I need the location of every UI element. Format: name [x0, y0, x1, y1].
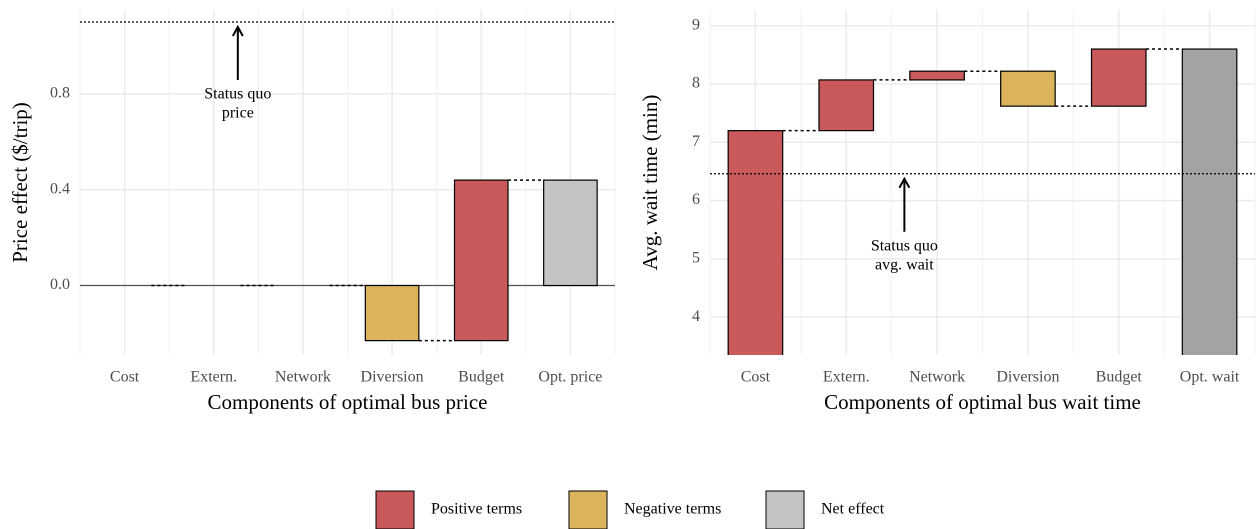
y-tick-label: 9	[692, 16, 700, 33]
x-tick-label: Extern.	[823, 369, 870, 386]
bar	[818, 79, 875, 132]
x-tick-label: Diversion	[996, 369, 1059, 386]
legend-swatch	[765, 490, 805, 529]
bar	[1000, 70, 1056, 107]
y-tick-label: 4	[692, 308, 700, 325]
legend-swatch	[568, 490, 608, 529]
y-tick-label: 0.0	[50, 276, 70, 293]
y-tick-label: 6	[692, 191, 700, 208]
x-tick-label: Cost	[741, 369, 771, 386]
x-tick-label: Opt. price	[538, 369, 602, 386]
x-tick-label: Budget	[458, 369, 505, 386]
annotation: Status quo	[204, 86, 271, 103]
y-tick-label: 0.4	[50, 180, 70, 197]
bar	[453, 179, 509, 342]
y-tick-label: 0.8	[50, 85, 70, 102]
bars	[151, 179, 598, 342]
annotation: Status quo	[871, 237, 938, 254]
arrow-head	[898, 176, 911, 189]
x-axis-title: Components of optimal bus price	[208, 390, 488, 414]
x-tick-label: Extern.	[190, 369, 237, 386]
legend-label: Net effect	[821, 501, 885, 518]
bars	[727, 48, 1238, 355]
y-tick-label: 7	[692, 133, 700, 150]
legend-label: Positive terms	[431, 501, 522, 518]
annotation: price	[222, 105, 254, 122]
x-tick-label: Network	[909, 369, 965, 386]
bar	[909, 70, 965, 81]
x-tick-label: Diversion	[361, 369, 424, 386]
x-tick-label: Opt. wait	[1180, 369, 1240, 386]
arrow-head	[231, 24, 244, 37]
x-tick-label: Cost	[110, 369, 140, 386]
bar	[1090, 48, 1147, 107]
legend-label: Negative terms	[624, 501, 721, 518]
x-axis-title: Components of optimal bus wait time	[824, 390, 1141, 414]
bar	[1181, 48, 1238, 355]
y-tick-label: 8	[692, 75, 700, 92]
legend-swatch	[375, 490, 415, 529]
bar	[364, 284, 420, 342]
bar	[543, 179, 598, 287]
y-axis-title: Avg. wait time (min)	[638, 95, 662, 271]
y-axis-title: Price effect ($/trip)	[8, 102, 32, 263]
annotation: avg. wait	[875, 256, 934, 273]
x-tick-label: Network	[275, 369, 331, 386]
x-tick-label: Budget	[1096, 369, 1143, 386]
y-tick-label: 5	[692, 250, 700, 267]
bar	[727, 130, 784, 355]
